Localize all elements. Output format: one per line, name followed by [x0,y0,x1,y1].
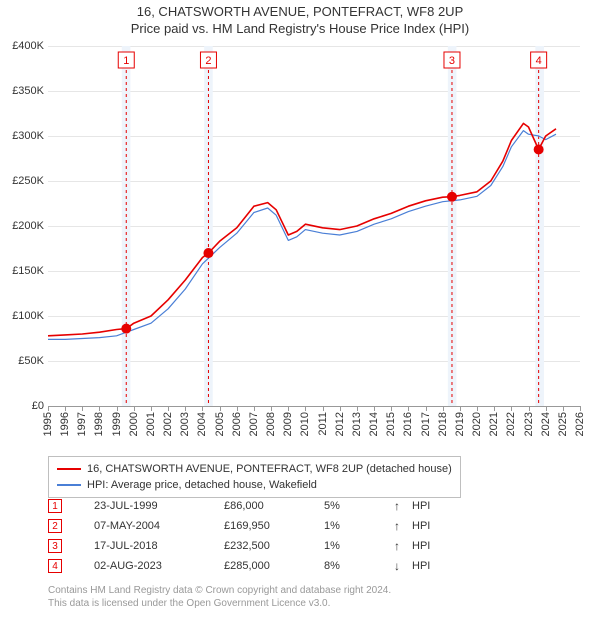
table-row: 1 23-JUL-1999£86,0005%↑HPI [48,496,452,516]
marker-label: 1 [118,52,134,68]
x-tick-label: 2014 [368,412,380,436]
x-tick-label: 2007 [248,412,260,436]
x-tick-label: 2024 [540,412,552,436]
chart-plot: 1 2 3 4 [48,46,580,406]
row-date: 17-JUL-2018 [94,540,224,552]
x-tick-label: 2021 [488,412,500,436]
marker-dot [447,192,457,202]
svg-text:4: 4 [536,55,542,67]
row-price: £285,000 [224,560,324,572]
svg-text:1: 1 [123,55,129,67]
legend-item: 16, CHATSWORTH AVENUE, PONTEFRACT, WF8 2… [57,461,452,477]
legend-label: HPI: Average price, detached house, Wake… [87,477,317,493]
marker-dot [203,248,213,258]
shaded-band [535,46,544,406]
y-tick-label: £250K [0,175,44,187]
footer-line2: This data is licensed under the Open Gov… [48,597,391,610]
legend-item: HPI: Average price, detached house, Wake… [57,477,452,493]
x-tick-label: 2009 [282,412,294,436]
y-tick-label: £400K [0,40,44,52]
arrow-up-icon: ↑ [394,519,412,533]
x-tick-label: 2011 [317,412,329,436]
table-row: 4 02-AUG-2023£285,0008%↓HPI [48,556,452,576]
title-block: 16, CHATSWORTH AVENUE, PONTEFRACT, WF8 2… [0,0,600,36]
x-tick [580,406,581,411]
row-pct: 5% [324,500,394,512]
marker-dot [534,145,544,155]
sales-table: 123-JUL-1999£86,0005%↑HPI207-MAY-2004£16… [48,496,452,576]
footer-line1: Contains HM Land Registry data © Crown c… [48,584,391,597]
footer: Contains HM Land Registry data © Crown c… [48,584,391,610]
x-tick-label: 2026 [574,412,586,436]
table-row: 3 17-JUL-2018£232,5001%↑HPI [48,536,452,556]
arrow-down-icon: ↓ [394,559,412,573]
legend-label: 16, CHATSWORTH AVENUE, PONTEFRACT, WF8 2… [87,461,452,477]
x-tick-label: 1995 [42,412,54,436]
table-row: 2 07-MAY-2004£169,9501%↑HPI [48,516,452,536]
x-tick-label: 2017 [420,412,432,436]
row-price: £86,000 [224,500,324,512]
svg-text:3: 3 [449,55,455,67]
y-tick-label: £100K [0,310,44,322]
row-date: 07-MAY-2004 [94,520,224,532]
x-tick-label: 1999 [111,412,123,436]
x-tick-label: 2005 [214,412,226,436]
x-tick-label: 2000 [128,412,140,436]
row-price: £169,950 [224,520,324,532]
row-marker: 1 [48,499,62,513]
x-tick-label: 2025 [557,412,569,436]
svg-text:2: 2 [205,55,211,67]
x-tick-label: 2016 [402,412,414,436]
row-marker: 2 [48,519,62,533]
row-tag: HPI [412,500,452,512]
row-tag: HPI [412,540,452,552]
row-date: 23-JUL-1999 [94,500,224,512]
title-line2: Price paid vs. HM Land Registry's House … [0,21,600,36]
row-price: £232,500 [224,540,324,552]
x-tick-label: 1996 [59,412,71,436]
x-tick-label: 2018 [437,412,449,436]
x-tick-label: 2023 [523,412,535,436]
row-marker: 4 [48,559,62,573]
row-date: 02-AUG-2023 [94,560,224,572]
title-line1: 16, CHATSWORTH AVENUE, PONTEFRACT, WF8 2… [0,4,600,19]
x-tick-label: 1998 [93,412,105,436]
x-tick-label: 2002 [162,412,174,436]
row-tag: HPI [412,520,452,532]
x-tick-label: 2020 [471,412,483,436]
y-tick-label: £50K [0,355,44,367]
x-tick-label: 2022 [505,412,517,436]
x-tick-label: 2013 [351,412,363,436]
x-tick-label: 2012 [334,412,346,436]
marker-dot [121,324,131,334]
y-tick-label: £200K [0,220,44,232]
x-tick-label: 2006 [231,412,243,436]
legend: 16, CHATSWORTH AVENUE, PONTEFRACT, WF8 2… [48,456,461,498]
row-pct: 1% [324,540,394,552]
y-tick-label: £300K [0,130,44,142]
marker-label: 4 [531,52,547,68]
legend-swatch [57,484,81,486]
marker-label: 3 [444,52,460,68]
arrow-up-icon: ↑ [394,539,412,553]
legend-swatch [57,468,81,470]
marker-label: 2 [200,52,216,68]
y-tick-label: £0 [0,400,44,412]
y-tick-label: £350K [0,85,44,97]
x-tick-label: 2015 [385,412,397,436]
arrow-up-icon: ↑ [394,499,412,513]
chart-area: 1 2 3 4 [48,46,580,407]
row-pct: 1% [324,520,394,532]
row-tag: HPI [412,560,452,572]
x-tick-label: 2001 [145,412,157,436]
x-tick-label: 2008 [265,412,277,436]
x-tick-label: 2019 [454,412,466,436]
x-tick-label: 1997 [76,412,88,436]
row-pct: 8% [324,560,394,572]
x-tick-label: 2003 [179,412,191,436]
x-tick-label: 2010 [299,412,311,436]
y-tick-label: £150K [0,265,44,277]
row-marker: 3 [48,539,62,553]
x-tick-label: 2004 [196,412,208,436]
